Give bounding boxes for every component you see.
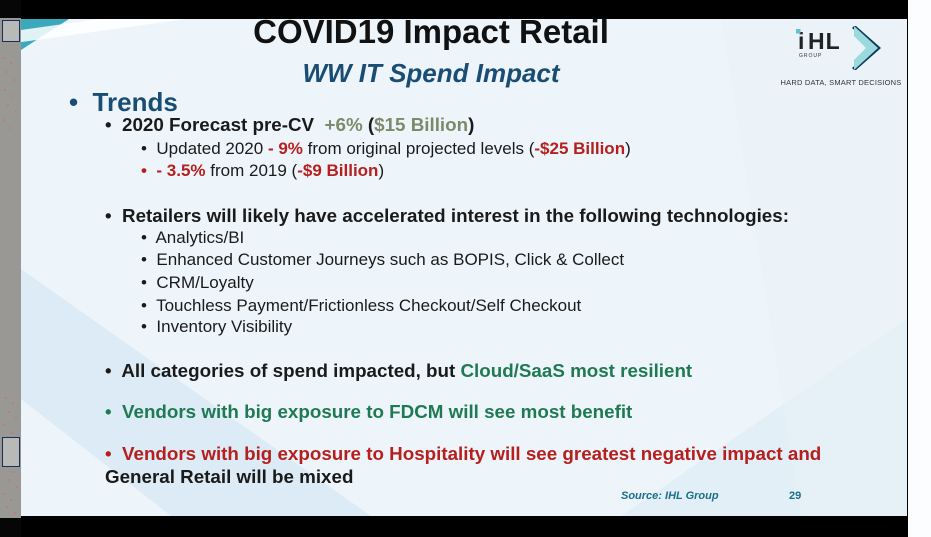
svg-text:HL: HL xyxy=(808,28,841,54)
svg-text:GROUP: GROUP xyxy=(799,53,822,59)
